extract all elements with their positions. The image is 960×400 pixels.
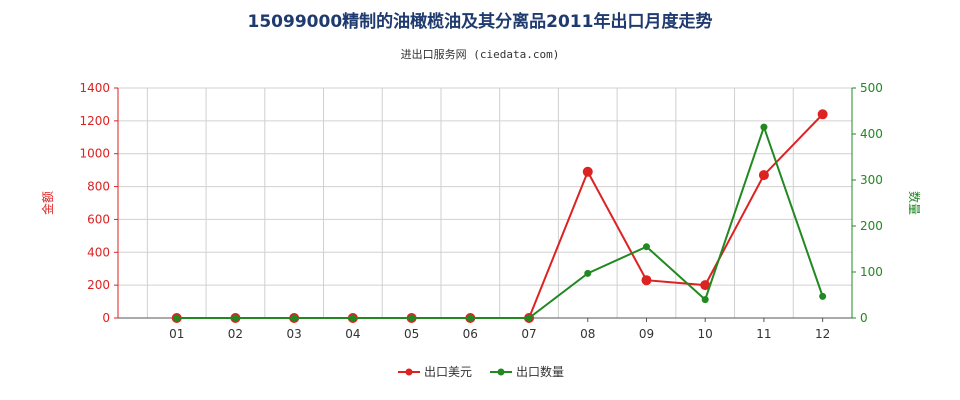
series-point-0 — [641, 275, 652, 286]
series-point-1 — [642, 243, 650, 251]
axes-layer: 0 200 400 600 800 1000 1200 1400 0 100 200 300 400 50… — [79, 81, 882, 341]
series-point-1 — [584, 269, 592, 277]
left-tick-label: 800 — [87, 180, 110, 194]
series-point-1 — [173, 314, 181, 322]
x-tick-label: 11 — [756, 327, 771, 341]
left-tick-label: 400 — [87, 245, 110, 259]
right-axis-title: 数量 — [907, 191, 922, 215]
series-point-1 — [760, 123, 768, 131]
left-tick-label: 0 — [102, 311, 110, 325]
left-tick-label: 600 — [87, 212, 110, 226]
x-tick-label: 03 — [287, 327, 302, 341]
series-point-1 — [408, 314, 416, 322]
left-tick-label: 1400 — [79, 81, 110, 95]
right-tick-label: 100 — [860, 265, 883, 279]
legend: 出口美元 出口数量 — [398, 364, 564, 379]
legend-label-0: 出口美元 — [424, 365, 472, 379]
left-tick-label: 200 — [87, 278, 110, 292]
left-tick-label: 1000 — [79, 147, 110, 161]
x-tick-label: 09 — [639, 327, 654, 341]
series-layer — [171, 109, 828, 323]
series-point-1 — [701, 296, 709, 304]
x-tick-label: 05 — [404, 327, 419, 341]
chart-subtitle: 进出口服务网 (ciedata.com) — [401, 47, 560, 61]
series-point-1 — [466, 314, 474, 322]
legend-swatch-point-1 — [497, 368, 505, 376]
legend-label-1: 出口数量 — [516, 364, 564, 379]
x-tick-label: 07 — [521, 327, 536, 341]
x-tick-label: 01 — [169, 327, 184, 341]
x-tick-label: 12 — [815, 327, 830, 341]
right-tick-label: 0 — [860, 311, 868, 325]
x-tick-label: 04 — [345, 327, 360, 341]
x-tick-label: 08 — [580, 327, 595, 341]
right-tick-label: 300 — [860, 173, 883, 187]
x-tick-label: 02 — [228, 327, 243, 341]
series-point-1 — [819, 292, 827, 300]
series-point-1 — [525, 314, 533, 322]
right-tick-label: 500 — [860, 81, 883, 95]
series-point-1 — [231, 314, 239, 322]
chart-title: 15099000精制的油橄榄油及其分离品2011年出口月度走势 — [248, 11, 713, 32]
grid-layer — [118, 87, 853, 319]
right-tick-label: 200 — [860, 219, 883, 233]
series-point-0 — [817, 109, 828, 120]
right-tick-label: 400 — [860, 127, 883, 141]
series-point-1 — [290, 314, 298, 322]
series-point-0 — [582, 166, 593, 177]
left-axis-title: 金额 — [40, 191, 55, 215]
x-tick-label: 10 — [698, 327, 713, 341]
legend-swatch-point-0 — [405, 368, 413, 376]
series-point-0 — [758, 170, 769, 181]
series-point-0 — [700, 280, 711, 291]
left-tick-label: 1200 — [79, 114, 110, 128]
x-tick-label: 06 — [463, 327, 478, 341]
series-point-1 — [349, 314, 357, 322]
series-line-1 — [176, 124, 824, 319]
